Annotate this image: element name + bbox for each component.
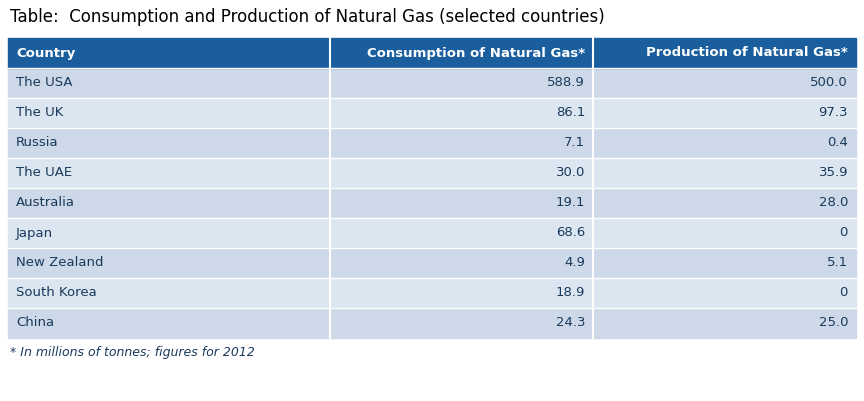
Text: Russia: Russia: [16, 136, 59, 150]
Bar: [8, 218, 330, 248]
Bar: [8, 158, 330, 188]
Bar: [330, 128, 593, 158]
Text: Japan: Japan: [16, 227, 53, 239]
Bar: [330, 308, 593, 338]
Bar: [593, 188, 856, 218]
Text: 86.1: 86.1: [556, 107, 585, 119]
Text: 0.4: 0.4: [827, 136, 848, 150]
Text: 0: 0: [840, 286, 848, 300]
Bar: [330, 188, 593, 218]
Text: 19.1: 19.1: [556, 196, 585, 209]
Text: Australia: Australia: [16, 196, 75, 209]
Text: Consumption of Natural Gas*: Consumption of Natural Gas*: [367, 47, 585, 59]
Bar: [593, 98, 856, 128]
Text: 18.9: 18.9: [556, 286, 585, 300]
Bar: [8, 98, 330, 128]
Bar: [330, 68, 593, 98]
Bar: [593, 128, 856, 158]
Text: 4.9: 4.9: [564, 257, 585, 269]
Text: 28.0: 28.0: [818, 196, 848, 209]
Text: 25.0: 25.0: [818, 316, 848, 330]
Text: The UK: The UK: [16, 107, 63, 119]
Text: China: China: [16, 316, 54, 330]
Text: Production of Natural Gas*: Production of Natural Gas*: [646, 47, 848, 59]
Text: Table:  Consumption and Production of Natural Gas (selected countries): Table: Consumption and Production of Nat…: [10, 8, 605, 26]
Bar: [330, 278, 593, 308]
Text: 97.3: 97.3: [818, 107, 848, 119]
Bar: [8, 248, 330, 278]
Text: Country: Country: [16, 47, 75, 59]
Text: 5.1: 5.1: [827, 257, 848, 269]
Text: South Korea: South Korea: [16, 286, 97, 300]
Bar: [8, 308, 330, 338]
Bar: [593, 158, 856, 188]
Text: 68.6: 68.6: [556, 227, 585, 239]
Text: 588.9: 588.9: [548, 77, 585, 89]
Text: * In millions of tonnes; figures for 2012: * In millions of tonnes; figures for 201…: [10, 346, 255, 359]
Text: The USA: The USA: [16, 77, 73, 89]
Bar: [330, 38, 593, 68]
Bar: [330, 98, 593, 128]
Bar: [593, 218, 856, 248]
Text: 500.0: 500.0: [810, 77, 848, 89]
Bar: [330, 218, 593, 248]
Bar: [330, 158, 593, 188]
Text: 0: 0: [840, 227, 848, 239]
Bar: [8, 278, 330, 308]
Bar: [593, 278, 856, 308]
Bar: [593, 38, 856, 68]
Text: 30.0: 30.0: [556, 166, 585, 180]
Bar: [8, 128, 330, 158]
Text: 7.1: 7.1: [564, 136, 585, 150]
Bar: [593, 248, 856, 278]
Text: 35.9: 35.9: [818, 166, 848, 180]
Text: New Zealand: New Zealand: [16, 257, 104, 269]
Text: The UAE: The UAE: [16, 166, 72, 180]
Bar: [593, 68, 856, 98]
Bar: [8, 38, 330, 68]
Bar: [8, 188, 330, 218]
Bar: [330, 248, 593, 278]
Bar: [8, 68, 330, 98]
Bar: [593, 308, 856, 338]
Text: 24.3: 24.3: [556, 316, 585, 330]
